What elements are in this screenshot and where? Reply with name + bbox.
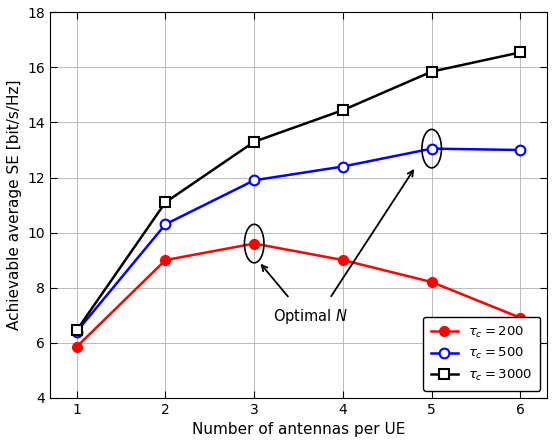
Line: $\tau_c = 3000$: $\tau_c = 3000$: [72, 48, 525, 335]
$\tau_c = 200$: [162, 258, 169, 263]
$\tau_c = 500$: [340, 164, 346, 169]
$\tau_c = 500$: [162, 222, 169, 227]
Line: $\tau_c = 200$: $\tau_c = 200$: [72, 239, 525, 352]
$\tau_c = 500$: [251, 178, 258, 183]
Legend: $\tau_c = 200$, $\tau_c = 500$, $\tau_c = 3000$: $\tau_c = 200$, $\tau_c = 500$, $\tau_c …: [423, 317, 541, 391]
$\tau_c = 200$: [517, 315, 524, 321]
$\tau_c = 200$: [340, 258, 346, 263]
Text: Optimal $N$: Optimal $N$: [273, 307, 348, 326]
$\tau_c = 3000$: [251, 139, 258, 144]
$\tau_c = 500$: [428, 146, 435, 151]
$\tau_c = 200$: [428, 279, 435, 285]
$\tau_c = 200$: [251, 241, 258, 246]
$\tau_c = 3000$: [517, 50, 524, 55]
Line: $\tau_c = 500$: $\tau_c = 500$: [72, 144, 525, 337]
X-axis label: Number of antennas per UE: Number of antennas per UE: [192, 422, 406, 437]
$\tau_c = 3000$: [340, 107, 346, 113]
$\tau_c = 3000$: [428, 69, 435, 74]
$\tau_c = 3000$: [74, 328, 80, 333]
$\tau_c = 3000$: [162, 200, 169, 205]
$\tau_c = 500$: [517, 147, 524, 153]
$\tau_c = 500$: [74, 329, 80, 334]
$\tau_c = 200$: [74, 344, 80, 349]
Y-axis label: Achievable average SE [bit/s/Hz]: Achievable average SE [bit/s/Hz]: [7, 80, 22, 330]
